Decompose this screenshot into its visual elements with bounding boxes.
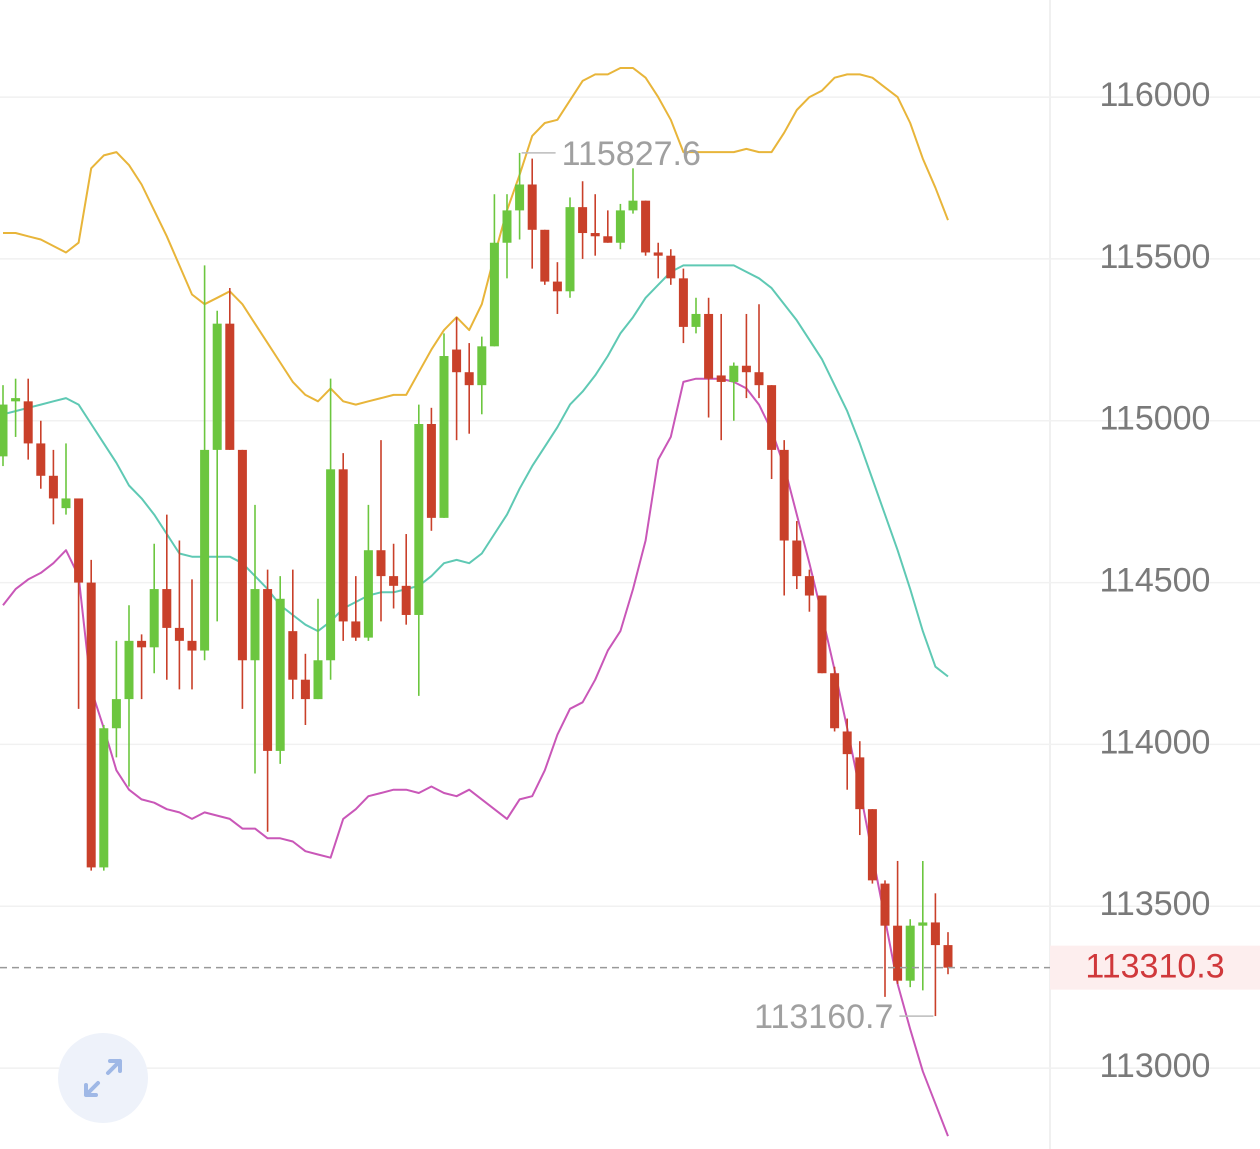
candle-body — [0, 404, 8, 457]
candle-body — [691, 313, 701, 327]
candle-body — [804, 576, 814, 596]
candle-body — [351, 621, 361, 638]
candle-body — [641, 200, 651, 253]
candle-body — [452, 349, 462, 373]
y-tick-label: 114500 — [1100, 562, 1211, 600]
candle-body — [628, 200, 638, 211]
candle-body — [842, 731, 852, 755]
last-price-label: 113310.3 — [1085, 948, 1224, 986]
candle-body — [855, 757, 865, 810]
candle-body — [653, 252, 663, 256]
y-tick-label: 115000 — [1100, 400, 1211, 438]
candle-body — [741, 365, 751, 373]
expand-button[interactable] — [58, 1033, 148, 1123]
band-line — [2, 377, 949, 1137]
candle-body — [830, 673, 840, 729]
candle-body — [767, 385, 777, 450]
candle-body — [149, 589, 159, 648]
high-label: 115827.6 — [562, 135, 701, 173]
expand-icon[interactable] — [84, 1059, 122, 1097]
candle-body — [527, 184, 537, 230]
y-tick-label: 116000 — [1100, 76, 1211, 114]
candle-body — [401, 585, 411, 615]
candle-body — [918, 922, 928, 926]
candle-body — [867, 809, 877, 881]
candle-body — [389, 576, 399, 586]
candle-body — [363, 550, 373, 638]
candle-body — [905, 925, 915, 981]
candle-body — [540, 229, 550, 282]
candle-body — [565, 207, 575, 292]
candle-body — [48, 475, 58, 499]
candle-body — [754, 372, 764, 386]
candle-body — [326, 469, 336, 661]
candle-body — [174, 627, 184, 641]
candle-body — [930, 922, 940, 946]
candle-body — [464, 372, 474, 386]
candle-body — [263, 589, 273, 751]
band-line — [3, 67, 949, 406]
y-tick-label: 113500 — [1100, 885, 1211, 923]
candle-body — [36, 443, 46, 476]
band-line — [2, 264, 949, 678]
expand-button-bg[interactable] — [58, 1033, 148, 1123]
candle-body — [552, 281, 562, 292]
candle-body — [615, 210, 625, 243]
candle-body — [61, 498, 71, 509]
candle-body — [111, 699, 121, 729]
candle-body — [893, 925, 903, 981]
candle-body — [817, 595, 827, 674]
candle-body — [880, 883, 890, 926]
candle-body — [74, 498, 84, 583]
candle-body — [86, 582, 96, 868]
candle-body — [779, 449, 789, 541]
candle-body — [792, 540, 802, 577]
candle-body — [578, 207, 588, 234]
candle-body — [124, 640, 134, 700]
candle-body — [716, 375, 726, 382]
candle-body — [439, 356, 449, 518]
candle-body — [729, 365, 739, 382]
candle-body — [237, 449, 247, 661]
candle-body — [275, 598, 285, 751]
candle-body — [288, 631, 298, 680]
candle-body — [678, 278, 688, 327]
candle-body — [338, 469, 348, 622]
candle-body — [515, 184, 525, 211]
candle-body — [200, 449, 210, 651]
y-tick-label: 113000 — [1100, 1047, 1211, 1085]
last-price-box — [1050, 945, 1260, 990]
bands — [2, 67, 949, 1137]
low-label: 113160.7 — [754, 998, 893, 1036]
candle-body — [603, 236, 613, 243]
candle-body — [99, 728, 109, 868]
y-tick-label: 114000 — [1100, 723, 1211, 761]
candle-body — [23, 401, 33, 444]
candles — [0, 152, 953, 1017]
candle-body — [376, 550, 386, 577]
candle-body — [313, 660, 323, 700]
candle-body — [489, 242, 499, 347]
candle-body — [225, 323, 235, 450]
candle-body — [943, 945, 953, 968]
candle-body — [590, 233, 600, 237]
candle-body — [11, 398, 21, 402]
candle-body — [477, 346, 487, 386]
candle-body — [162, 589, 172, 628]
candle-body — [250, 589, 260, 661]
candle-body — [212, 323, 222, 450]
candle-body — [187, 640, 197, 651]
candle-body — [414, 423, 424, 615]
candle-body — [426, 423, 436, 518]
y-tick-label: 115500 — [1100, 238, 1211, 276]
candle-body — [704, 313, 714, 379]
candle-body — [666, 255, 676, 279]
candle-body — [300, 679, 310, 700]
candle-body — [502, 210, 512, 243]
candle-body — [137, 640, 147, 648]
